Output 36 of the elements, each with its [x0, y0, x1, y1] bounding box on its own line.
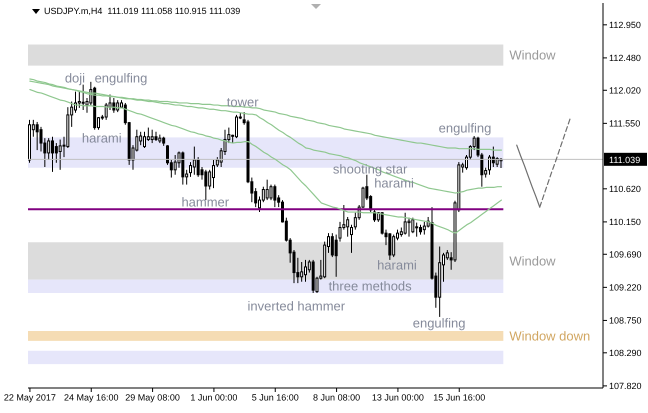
x-tick-label: 29 May 08:00: [125, 392, 180, 402]
annotation: engulfing: [438, 120, 492, 136]
y-tick-label: 112.480: [609, 53, 641, 64]
annotation: shooting star: [332, 162, 408, 176]
annotation: harami: [82, 130, 122, 146]
x-tick-label: 1 Jun 00:00: [190, 392, 238, 402]
x-tick-label: 8 Jun 08:00: [313, 392, 360, 402]
annotation: inverted hammer: [248, 298, 346, 314]
y-tick-label: 109.220: [609, 282, 642, 293]
band-label: Window: [509, 254, 556, 269]
x-tick-label: 5 Jun 16:00: [252, 392, 299, 402]
y-tick-label: 111.550: [609, 118, 640, 129]
band-label: Window down: [509, 328, 590, 344]
y-tick-label: 107.820: [609, 381, 642, 392]
annotation: tower: [226, 94, 260, 110]
y-tick-label: 110.620: [609, 184, 641, 194]
annotation: engulfing: [412, 316, 466, 330]
annotation: doji: [64, 70, 86, 86]
x-tick-label: 24 May 16:00: [64, 392, 119, 402]
chart-title: USDJPY.m,H4 111.019 111.058 110.915 111.039: [44, 6, 240, 17]
band-label: Window: [509, 48, 556, 63]
ref-line-label: 111.039: [609, 154, 640, 165]
y-tick-label: 109.690: [609, 249, 642, 260]
x-tick-label: 15 Jun 16:00: [433, 392, 486, 402]
y-tick-label: 112.950: [609, 20, 641, 30]
annotation: hammer: [181, 194, 230, 210]
annotation: harami: [377, 258, 417, 272]
x-tick-label: 13 Jun 00:00: [372, 392, 424, 402]
x-tick-label: 22 May 2017: [4, 392, 56, 402]
annotation: harami: [374, 176, 414, 190]
y-tick-label: 112.020: [609, 85, 641, 96]
y-tick-label: 108.290: [609, 348, 642, 358]
y-tick-label: 110.150: [609, 217, 641, 228]
annotation: engulfing: [94, 70, 148, 86]
y-tick-label: 108.750: [609, 316, 642, 326]
annotation: three methods: [328, 278, 412, 294]
